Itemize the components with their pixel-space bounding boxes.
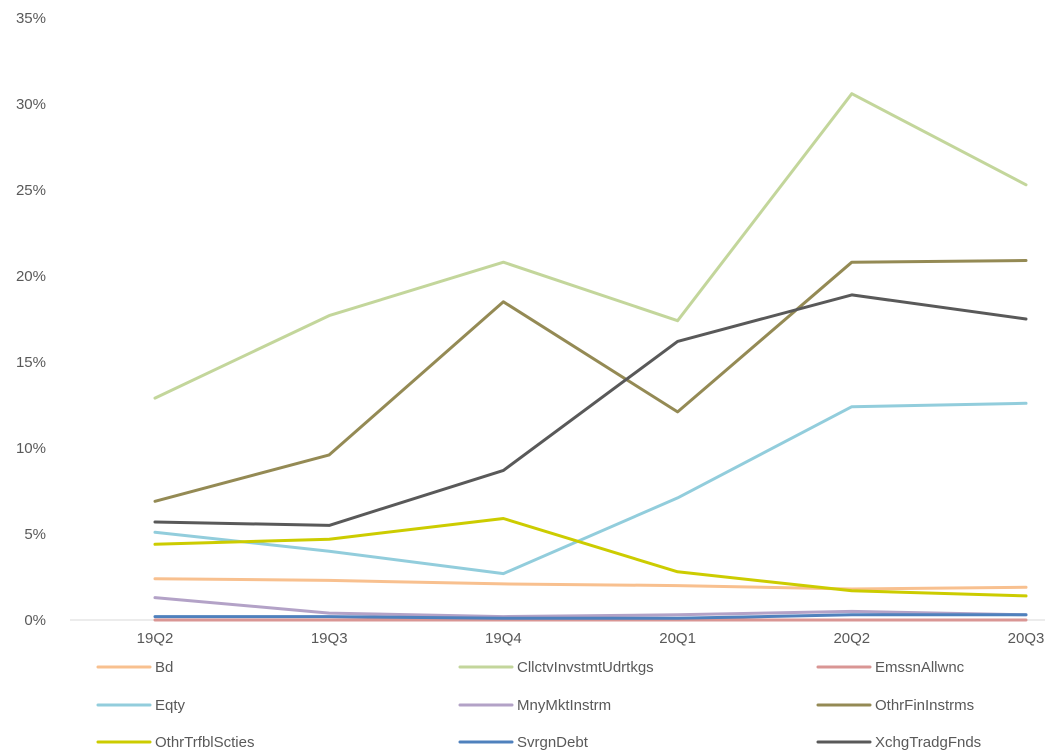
y-tick-label: 10% bbox=[16, 440, 46, 457]
legend-label: EmssnAllwnc bbox=[875, 659, 965, 676]
x-axis: 19Q2 19Q3 19Q4 20Q1 20Q2 20Q3 bbox=[70, 619, 1045, 647]
x-tick-label: 20Q1 bbox=[659, 630, 696, 647]
y-tick-label: 35% bbox=[16, 10, 46, 27]
x-tick-label: 20Q2 bbox=[833, 630, 870, 647]
y-tick-label: 25% bbox=[16, 182, 46, 199]
legend-label: OthrTrfblScties bbox=[155, 734, 254, 751]
series-line-cllctvinvstmtudrtkgs bbox=[153, 92, 1028, 400]
x-tick-label: 19Q4 bbox=[485, 630, 522, 647]
x-tick-label: 19Q2 bbox=[137, 630, 174, 647]
series-lines bbox=[153, 92, 1028, 622]
legend-label: Eqty bbox=[155, 697, 186, 714]
series-line-othrfininstrms bbox=[153, 259, 1028, 503]
legend-label: MnyMktInstrm bbox=[517, 697, 611, 714]
series-line-eqty bbox=[153, 401, 1028, 576]
y-tick-label: 20% bbox=[16, 268, 46, 285]
x-tick-label: 20Q3 bbox=[1008, 630, 1045, 647]
series-line-bd bbox=[153, 577, 1028, 591]
y-tick-label: 30% bbox=[16, 96, 46, 113]
legend: Bd CllctvInvstmtUdrtkgs EmssnAllwnc Eqty Mny… bbox=[96, 659, 981, 751]
series-line-othrtrfblscties bbox=[153, 517, 1028, 598]
y-tick-label: 15% bbox=[16, 354, 46, 371]
legend-label: CllctvInvstmtUdrtkgs bbox=[517, 659, 654, 676]
series-line-xchgtradgfnds bbox=[153, 293, 1028, 527]
legend-label: OthrFinInstrms bbox=[875, 697, 974, 714]
y-tick-label: 0% bbox=[24, 612, 46, 629]
y-tick-label: 5% bbox=[24, 526, 46, 543]
legend-label: Bd bbox=[155, 659, 173, 676]
series-line-mnymktinstrm bbox=[153, 596, 1028, 619]
series-line-svrgndebt bbox=[153, 613, 1028, 620]
x-tick-label: 19Q3 bbox=[311, 630, 348, 647]
y-axis: 0% 5% 10% 15% 20% 25% 30% 35% bbox=[16, 10, 46, 629]
legend-label: XchgTradgFnds bbox=[875, 734, 981, 751]
legend-label: SvrgnDebt bbox=[517, 734, 589, 751]
